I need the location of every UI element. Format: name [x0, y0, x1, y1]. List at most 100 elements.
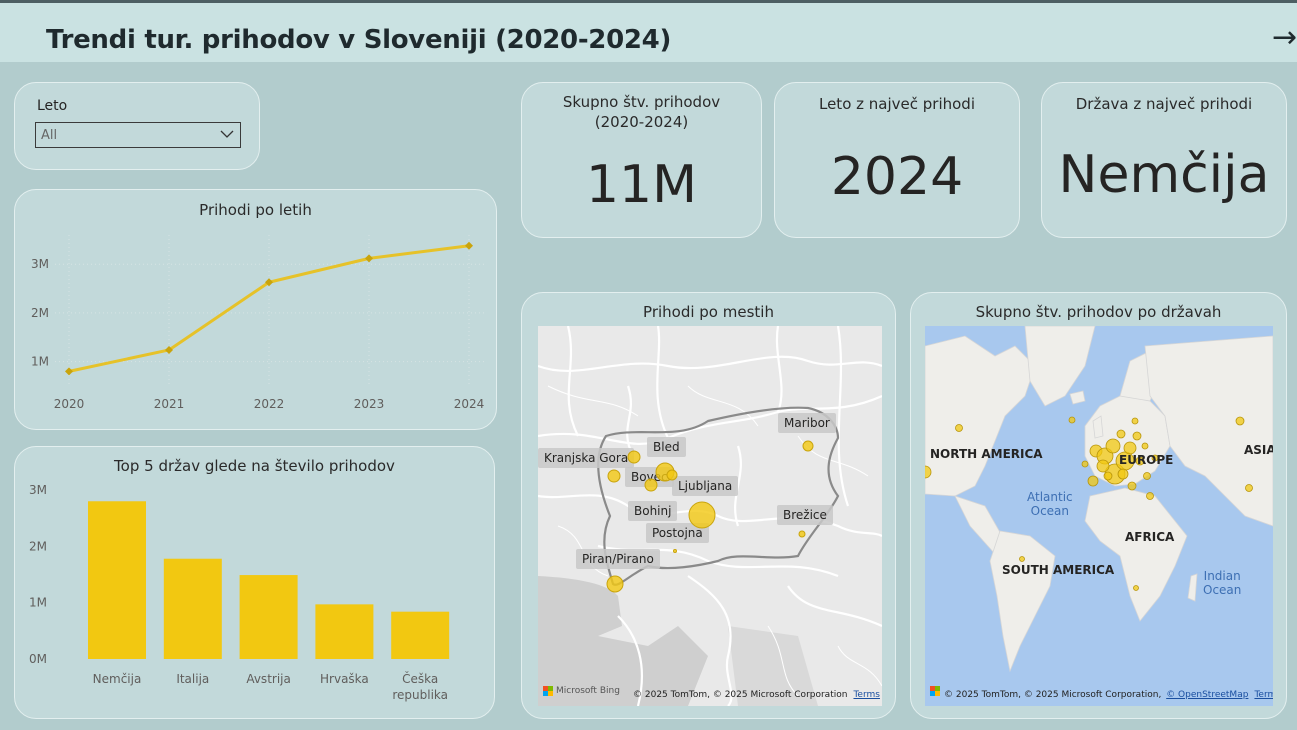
y-tick-label: 2M — [29, 539, 47, 553]
dropdown-value: All — [41, 128, 58, 143]
country-bubble — [1116, 429, 1126, 439]
city-label: Bohinj — [628, 501, 678, 521]
country-bubble — [955, 424, 963, 432]
data-point — [265, 278, 273, 287]
kpi-card-total: Skupno štv. prihodov (2020-2024) 11M — [521, 82, 762, 238]
bar — [391, 611, 450, 659]
country-bubble — [1117, 468, 1129, 480]
bar — [315, 604, 374, 659]
country-bubble — [1143, 472, 1151, 480]
series-line — [68, 244, 470, 373]
country-bubble — [925, 465, 932, 479]
region-label: ASIA — [1244, 443, 1273, 457]
chart-title: Prihodi po mestih — [643, 303, 774, 321]
x-tick-label: Italija — [176, 672, 209, 686]
chart-title: Prihodi po letih — [199, 201, 312, 219]
x-tick-label: republika — [392, 688, 448, 702]
world-map[interactable]: NORTH AMERICA EUROPE ASIA AFRICA SOUTH A… — [925, 326, 1273, 706]
country-bubble — [1132, 431, 1142, 441]
kpi-title: Država z največ prihodi — [1075, 95, 1253, 113]
credits-text: © 2025 TomTom, © 2025 Microsoft Corporat… — [633, 690, 848, 700]
country-bubble — [1235, 416, 1245, 426]
line-chart-card: Prihodi po letih 1M 2M 3M 2020 2021 2022 2023 2… — [14, 189, 497, 430]
year-dropdown[interactable]: All — [35, 122, 241, 148]
country-bubble — [1133, 585, 1139, 591]
region-label: AFRICA — [1125, 530, 1175, 544]
map-credits: © 2025 TomTom, © 2025 Microsoft Corporat… — [944, 690, 1273, 700]
x-tick-label: 2022 — [254, 397, 285, 411]
kpi-value: 11M — [585, 155, 698, 215]
y-tick-label: 2M — [31, 306, 49, 320]
bar-chart[interactable]: 0M 1M 2M 3M Nemčija Italija Avstrija Hrvaška Češ… — [15, 447, 496, 720]
city-label: Kranjska Gora — [538, 448, 635, 468]
map-credits: © 2025 TomTom, © 2025 Microsoft Corporat… — [633, 690, 880, 700]
y-tick-label: 0M — [29, 652, 47, 666]
chart-title: Top 5 držav glede na število prihodov — [114, 457, 395, 475]
x-tick-label: 2021 — [154, 397, 185, 411]
country-bubble — [1103, 471, 1113, 481]
city-bubble — [644, 478, 658, 492]
city-map[interactable]: Maribor Bled Kranjska Gora Bovec Ljublja… — [538, 326, 882, 706]
y-tick-label: 3M — [31, 257, 49, 271]
ocean-label: Indian Ocean — [1203, 569, 1242, 597]
city-bubble — [606, 575, 624, 593]
ocean-label: Atlantic Ocean — [1027, 490, 1073, 518]
city-bubble — [688, 501, 716, 529]
bar — [163, 558, 222, 659]
map-provider-logo: Microsoft Bing — [556, 686, 620, 696]
kpi-title: Skupno štv. prihodov (2020-2024) — [562, 93, 721, 131]
country-bubble — [1151, 454, 1159, 462]
world-map-card: Skupno štv. prihodov po državah — [910, 292, 1287, 719]
kpi-title: Leto z največ prihodi — [818, 95, 975, 113]
page-title: Trendi tur. prihodov v Sloveniji (2020-2… — [46, 25, 672, 55]
x-tick-label: Češka — [402, 671, 438, 686]
city-label: Postojna — [646, 523, 709, 543]
kpi-value: 2024 — [830, 147, 964, 207]
credits-text: © 2025 TomTom, © 2025 Microsoft Corporat… — [944, 690, 1162, 700]
city-bubble — [798, 530, 806, 538]
y-tick-label: 1M — [31, 355, 49, 369]
city-map-card: Prihodi po mestih — [521, 292, 896, 719]
terms-link[interactable]: Terms — [853, 690, 880, 700]
country-bubble — [1131, 417, 1139, 425]
country-bubble — [1068, 416, 1076, 424]
region-label: EUROPE — [1119, 453, 1174, 467]
country-bubble — [1123, 441, 1137, 455]
year-slicer: Leto All — [14, 82, 260, 170]
osm-link[interactable]: © OpenStreetMap — [1166, 690, 1249, 700]
chevron-down-icon — [220, 130, 234, 138]
city-bubbles — [606, 440, 814, 593]
city-label: Piran/Pirano — [576, 549, 660, 569]
arrow-right-icon[interactable]: → — [1272, 20, 1297, 55]
country-bubble — [1087, 475, 1099, 487]
region-label: SOUTH AMERICA — [1002, 563, 1115, 577]
data-point — [365, 254, 373, 263]
x-tick-label: Hrvaška — [320, 672, 369, 686]
country-bubble — [1105, 438, 1121, 454]
microsoft-logo-icon — [930, 686, 940, 696]
terms-link[interactable]: Terms — [1254, 690, 1273, 700]
data-point — [65, 367, 73, 376]
city-bubble — [673, 549, 677, 553]
city-label: Bled — [647, 437, 686, 457]
country-bubble — [1135, 456, 1145, 466]
y-tick-label: 1M — [29, 596, 47, 610]
kpi-card-top-country: Država z največ prihodi Nemčija — [1041, 82, 1287, 238]
microsoft-logo-icon — [543, 686, 553, 696]
city-bubble — [666, 469, 678, 481]
city-label: Ljubljana — [672, 476, 739, 496]
kpi-card-top-year: Leto z največ prihodi 2024 — [774, 82, 1020, 238]
map-background — [925, 326, 1273, 673]
x-tick-label: 2020 — [54, 397, 85, 411]
country-bubble — [1019, 556, 1025, 562]
country-bubble — [1245, 484, 1253, 492]
kpi-value: Nemčija — [1058, 145, 1270, 205]
header-bar: Trendi tur. prihodov v Sloveniji (2020-2… — [0, 0, 1297, 62]
x-tick-label: Nemčija — [93, 672, 142, 686]
country-bubble — [1096, 459, 1110, 473]
city-bubble — [627, 450, 641, 464]
x-tick-label: 2023 — [354, 397, 385, 411]
city-label: Brežice — [777, 505, 833, 525]
city-bubble — [802, 440, 814, 452]
line-chart[interactable]: 1M 2M 3M 2020 2021 2022 2023 2024 — [15, 190, 498, 431]
